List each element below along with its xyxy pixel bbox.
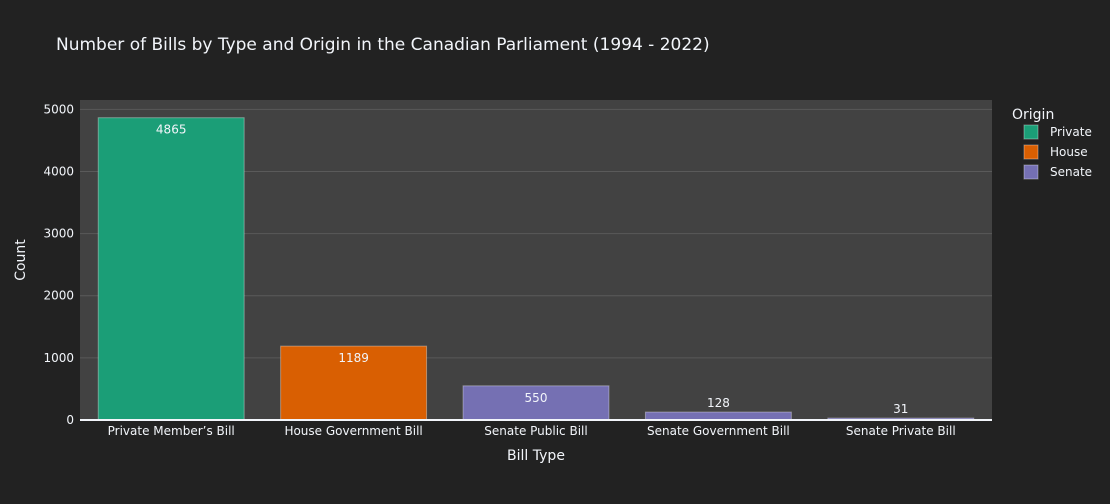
y-tick-label: 2000 — [43, 289, 74, 303]
bars: 4865 1189 550 128 31 — [97, 117, 975, 421]
bar-data-label: 1189 — [338, 351, 369, 365]
legend-label: Private — [1050, 125, 1092, 139]
bar — [462, 385, 610, 421]
y-tick-label: 1000 — [43, 351, 74, 365]
x-tick-label: Senate Government Bill — [647, 424, 790, 438]
y-tick-label: 4000 — [43, 164, 74, 178]
y-tick-label: 3000 — [43, 227, 74, 241]
chart-title: Number of Bills by Type and Origin in th… — [56, 35, 710, 55]
legend-swatch — [1023, 144, 1039, 160]
legend-items: Private House Senate — [1023, 124, 1092, 180]
y-axis-ticks: 0 1000 2000 3000 4000 5000 — [43, 102, 74, 427]
legend-label: Senate — [1050, 165, 1092, 179]
legend: Origin Private House Senate — [1012, 107, 1092, 180]
bar — [97, 117, 245, 421]
bar — [644, 411, 792, 421]
legend-title: Origin — [1012, 107, 1054, 123]
y-tick-label: 0 — [66, 413, 74, 427]
x-tick-label: House Government Bill — [284, 424, 422, 438]
bar-data-label: 4865 — [156, 123, 187, 137]
legend-swatch — [1023, 164, 1039, 180]
y-tick-label: 5000 — [43, 102, 74, 116]
legend-label: House — [1050, 145, 1088, 159]
x-tick-label: Senate Private Bill — [846, 424, 956, 438]
x-axis-title: Bill Type — [507, 448, 565, 464]
bar — [280, 345, 428, 421]
x-tick-label: Private Member’s Bill — [108, 424, 235, 438]
y-axis-title: Count — [13, 239, 29, 281]
bar-data-label: 550 — [525, 391, 548, 405]
bar-data-label: 31 — [893, 402, 908, 416]
x-axis-ticks: Private Member’s Bill House Government Bi… — [108, 424, 956, 438]
bar-data-label: 128 — [707, 396, 730, 410]
legend-swatch — [1023, 124, 1039, 140]
x-tick-label: Senate Public Bill — [484, 424, 587, 438]
